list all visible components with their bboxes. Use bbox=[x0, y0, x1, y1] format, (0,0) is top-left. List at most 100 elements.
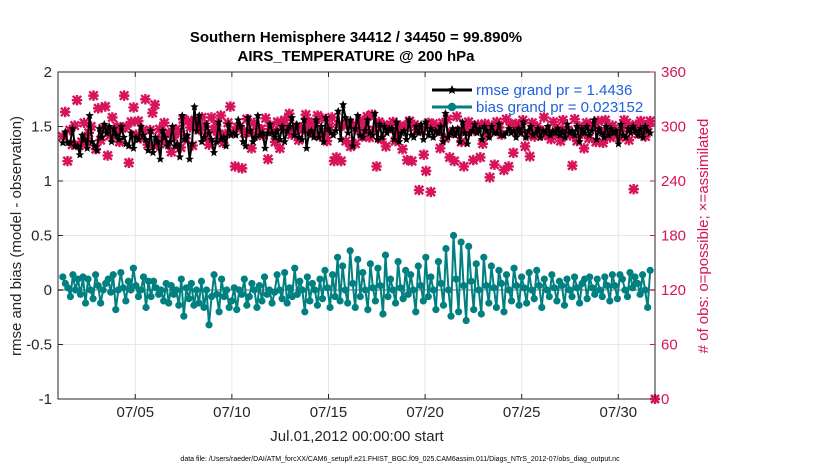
bias-point bbox=[543, 286, 551, 294]
bias-point bbox=[457, 238, 465, 246]
bias-point bbox=[467, 277, 475, 285]
obs-possible-marker bbox=[569, 114, 580, 125]
rmse-point bbox=[175, 152, 184, 161]
bias-point bbox=[240, 275, 248, 283]
rmse-point bbox=[302, 143, 311, 152]
bias-point bbox=[223, 286, 231, 294]
bias-point bbox=[618, 275, 627, 283]
rmse-point bbox=[521, 133, 531, 141]
bias-point bbox=[122, 297, 130, 305]
rmse-point bbox=[117, 122, 126, 131]
obs-possible-marker bbox=[607, 120, 618, 131]
obs-possible-marker bbox=[557, 114, 569, 126]
obs-possible-marker bbox=[215, 110, 227, 121]
bias-point bbox=[623, 292, 632, 301]
obs-possible-marker bbox=[279, 114, 290, 126]
obs-possible-marker bbox=[439, 133, 451, 144]
bias-point bbox=[296, 277, 304, 285]
bias-point bbox=[391, 299, 400, 307]
rmse-point bbox=[536, 133, 545, 141]
bias-point bbox=[109, 271, 117, 279]
obs-possible-marker bbox=[562, 124, 573, 136]
obs-possible-marker bbox=[88, 90, 99, 101]
y-tick-label-right: 240 bbox=[661, 173, 686, 190]
bias-point bbox=[502, 271, 511, 279]
bias-point bbox=[608, 271, 616, 279]
rmse-point bbox=[599, 133, 609, 141]
bias-point bbox=[233, 306, 241, 314]
obs-possible-marker bbox=[484, 172, 495, 183]
bias-point bbox=[606, 297, 614, 305]
rmse-point bbox=[243, 113, 253, 122]
obs-possible-marker bbox=[62, 155, 73, 167]
bias-series bbox=[59, 231, 654, 329]
rmse-point bbox=[83, 143, 92, 152]
obs-possible-marker bbox=[347, 119, 359, 130]
obs-possible-marker bbox=[593, 115, 604, 127]
obs-possible-marker bbox=[126, 116, 137, 128]
rmse-point bbox=[638, 133, 648, 141]
rmse-point bbox=[443, 133, 453, 141]
obs-possible-marker bbox=[255, 124, 267, 135]
bias-point bbox=[518, 273, 526, 281]
bias-point bbox=[641, 286, 649, 294]
bias-point bbox=[291, 264, 299, 272]
rmse-point bbox=[65, 138, 75, 147]
rmse-point bbox=[80, 135, 89, 144]
bias-point bbox=[326, 303, 334, 312]
rmse-point bbox=[399, 126, 409, 135]
rmse-point bbox=[280, 137, 289, 146]
obs-possible-marker bbox=[163, 127, 175, 139]
rmse-point bbox=[343, 128, 353, 137]
rmse-point bbox=[587, 126, 596, 135]
obs-possible-marker bbox=[260, 113, 271, 124]
obs-possible-marker bbox=[413, 184, 425, 196]
rmse-point bbox=[616, 119, 626, 128]
obs-possible-marker bbox=[371, 161, 382, 172]
y-tick-label-right: 120 bbox=[661, 282, 686, 299]
rmse-point bbox=[485, 133, 494, 141]
rmse-point bbox=[382, 128, 392, 137]
obs-possible-marker bbox=[501, 114, 512, 125]
obs-possible-marker bbox=[274, 143, 286, 154]
bias-point bbox=[593, 275, 601, 283]
obs-possible-marker bbox=[394, 120, 406, 131]
obs-possible-marker bbox=[538, 112, 550, 123]
rmse-point bbox=[529, 130, 538, 139]
bias-point bbox=[472, 260, 480, 268]
rmse-point bbox=[297, 135, 306, 144]
y-tick-label: 0.5 bbox=[31, 228, 52, 245]
obs-possible-marker bbox=[420, 165, 432, 177]
bias-point bbox=[318, 295, 327, 303]
bias-point bbox=[381, 251, 390, 259]
rmse-point bbox=[499, 130, 509, 139]
legend-bias-marker bbox=[447, 102, 457, 112]
obs-possible-marker bbox=[458, 161, 470, 172]
bias-point bbox=[210, 271, 218, 279]
rmse-point bbox=[231, 130, 241, 139]
obs-possible-marker bbox=[399, 122, 411, 133]
bias-point bbox=[523, 299, 531, 307]
rmse-point bbox=[192, 126, 202, 135]
obs-possible-marker bbox=[508, 147, 519, 159]
bias-point bbox=[452, 275, 460, 283]
y-axis-label-right: # of obs: o=possible; ×=assimilated bbox=[695, 119, 712, 354]
rmse-point bbox=[570, 130, 579, 139]
rmse-point bbox=[477, 135, 487, 144]
bias-point bbox=[298, 286, 306, 294]
bias-point bbox=[316, 275, 324, 283]
rmse-point bbox=[351, 124, 360, 133]
bias-point bbox=[137, 286, 145, 294]
rmse-point bbox=[589, 115, 599, 124]
obs-possible-marker bbox=[210, 120, 222, 131]
bias-point bbox=[603, 282, 611, 290]
rmse-point bbox=[163, 141, 172, 150]
rmse-point bbox=[314, 133, 323, 141]
rmse-point bbox=[316, 122, 326, 131]
x-tick-label: 07/30 bbox=[600, 404, 638, 421]
bias-point bbox=[346, 247, 354, 255]
x-tick-label: 07/25 bbox=[503, 404, 541, 421]
obs-possible-marker bbox=[137, 124, 149, 136]
obs-possible-marker bbox=[418, 149, 429, 160]
